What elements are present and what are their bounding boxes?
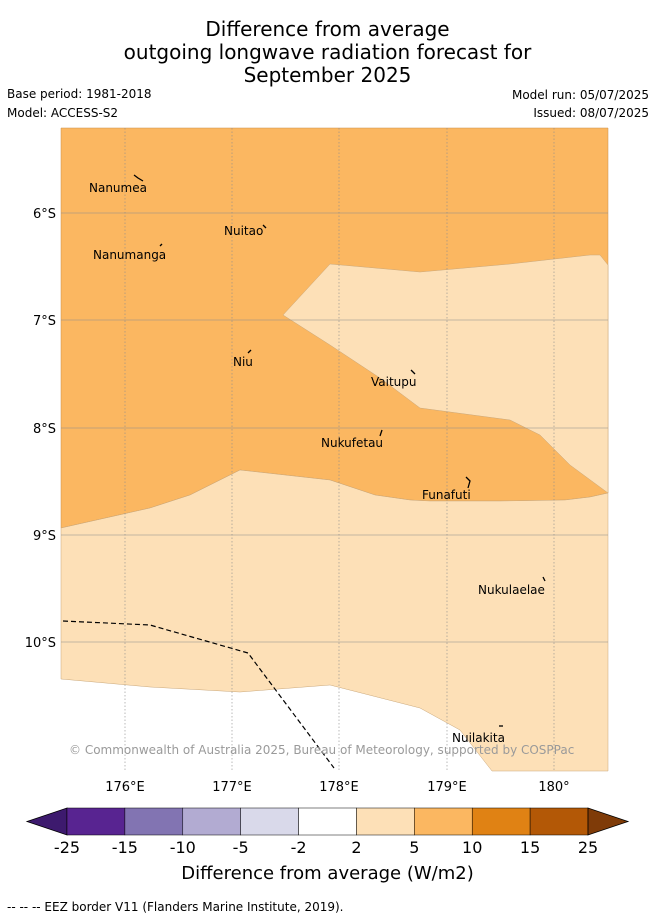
colorbar-tick-label: -25: [53, 838, 81, 857]
model-run-date: Model run: 05/07/2025: [511, 88, 649, 102]
colorbar-extend-high: [587, 807, 630, 836]
colorbar-tick-label: -15: [111, 838, 138, 857]
colorbar-segment-5-to-10: [414, 807, 473, 836]
anomaly-band-2-5-south: [60, 469, 609, 772]
island-nuitao: Nuitao: [224, 224, 263, 238]
colorbar: [25, 807, 630, 836]
colorbar-segment--5-to--2: [240, 807, 299, 836]
map-area: [60, 127, 609, 772]
colorbar-tick-label: 10: [462, 838, 483, 857]
lon-label-178e: 178°E: [319, 780, 359, 795]
island-nukulaelae: Nukulaelae: [478, 583, 545, 597]
lat-label-10s: 10°S: [25, 636, 56, 651]
anomaly-band-2-5-northeast: [282, 254, 609, 494]
island-vaitupu: Vaitupu: [371, 375, 417, 389]
lon-label-179e: 179°E: [427, 780, 467, 795]
colorbar-tick-label: 25: [577, 838, 599, 857]
lat-label-6s: 6°S: [33, 207, 56, 222]
colorbar-tick-label: -2: [290, 838, 307, 857]
colorbar-segment-10-to-15: [471, 807, 531, 836]
model-name: Model: ACCESS-S2: [7, 106, 119, 120]
island-nukufetau: Nukufetau: [321, 436, 383, 450]
colorbar-segment--15-to--10: [124, 807, 184, 836]
colorbar-segment--25-to--15: [66, 807, 126, 836]
island-nanumea: Nanumea: [89, 181, 147, 195]
island-nanumanga: Nanumanga: [93, 248, 166, 262]
lat-label-9s: 9°S: [33, 529, 56, 544]
eez-legend: -- -- -- EEZ border V11 (Flanders Marine…: [7, 900, 344, 914]
colorbar-segment--10-to--5: [182, 807, 241, 836]
island-nuilakita: Nuilakita: [452, 731, 505, 745]
gridlines: [61, 128, 608, 771]
colorbar-tick-label: 15: [519, 838, 541, 857]
colorbar-segment-15-to-25: [529, 807, 589, 836]
title-line-3: September 2025: [243, 63, 412, 87]
lon-label-176e: 176°E: [105, 780, 145, 795]
title-line-1: Difference from average: [205, 17, 450, 41]
colorbar-tick-label: 5: [409, 838, 420, 857]
island-niu: Niu: [233, 355, 253, 369]
lat-label-8s: 8°S: [33, 422, 56, 437]
lon-label-180: 180°: [538, 780, 569, 795]
colorbar-title: Difference from average (W/m2): [181, 863, 474, 884]
base-period: Base period: 1981-2018: [7, 87, 152, 101]
colorbar-tick-label: -10: [169, 838, 196, 857]
island-shapes: [133, 174, 546, 727]
colorbar-extend-low: [25, 807, 68, 836]
issued-date: Issued: 08/07/2025: [533, 106, 649, 120]
island-funafuti: Funafuti: [422, 488, 471, 502]
colorbar-segment--2-to-2: [298, 807, 357, 836]
lon-label-177e: 177°E: [212, 780, 252, 795]
lat-label-7s: 7°S: [33, 314, 56, 329]
colorbar-tick-label: 2: [351, 838, 362, 857]
title-line-2: outgoing longwave radiation forecast for: [123, 40, 532, 64]
eez-border: [62, 620, 335, 769]
colorbar-segment-2-to-5: [356, 807, 415, 836]
colorbar-tick-label: -5: [232, 838, 249, 857]
copyright-notice: © Commonwealth of Australia 2025, Bureau…: [69, 743, 574, 757]
